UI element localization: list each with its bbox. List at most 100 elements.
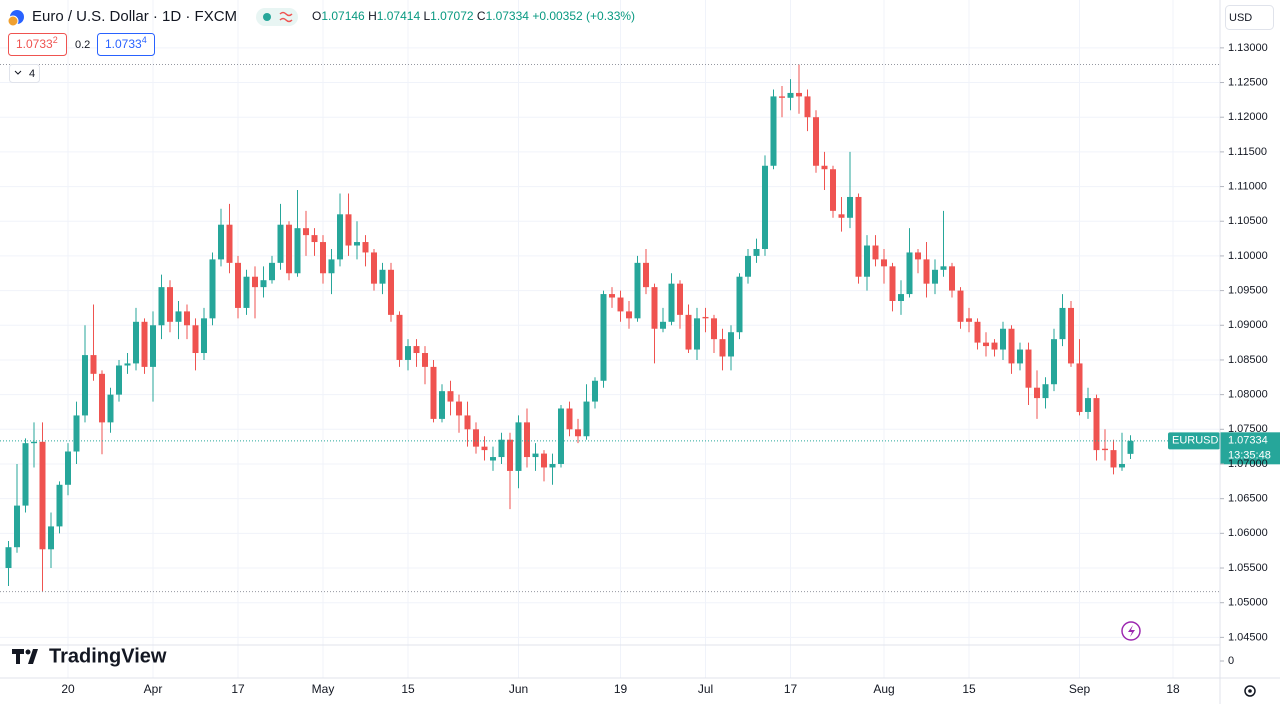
candle-body <box>787 92 794 98</box>
buy-price-pip: 4 <box>142 35 147 45</box>
candle-body <box>558 408 564 464</box>
buy-button[interactable] <box>97 33 155 56</box>
candle-body <box>345 214 352 246</box>
candle-body <box>1102 448 1108 451</box>
x-tick-label: Aug <box>873 682 894 696</box>
candle-body <box>65 451 71 485</box>
candle-body <box>413 346 420 354</box>
candle-body <box>634 262 641 319</box>
candle-body <box>184 311 190 326</box>
x-tick-label: Apr <box>144 682 163 696</box>
candle-body <box>770 96 777 166</box>
candle-body <box>243 276 250 308</box>
candle-body <box>371 252 377 284</box>
y-tick-label: 1.11000 <box>1228 180 1267 192</box>
candle-body <box>966 318 972 322</box>
candle-body <box>940 266 947 270</box>
y-tick-label: 1.05000 <box>1228 597 1268 609</box>
candle-body <box>14 505 20 548</box>
buy-price: 1.07334 <box>105 35 147 51</box>
candle-body <box>983 342 989 347</box>
candle-body <box>617 297 624 312</box>
candle-body <box>192 325 199 354</box>
candle-body <box>1127 440 1134 454</box>
candle-body <box>473 429 479 447</box>
candle-body <box>991 342 998 350</box>
candle-body <box>277 224 284 263</box>
candle-body <box>226 224 233 263</box>
candle-body <box>889 266 896 301</box>
candle-body <box>150 325 156 367</box>
sell-button[interactable] <box>8 33 67 56</box>
currency: USD <box>1229 12 1252 24</box>
candle-body <box>1034 387 1040 399</box>
symbol-label: EURUSD <box>1172 435 1219 447</box>
candle-body <box>354 242 360 246</box>
candle-body <box>524 422 530 458</box>
candle-body <box>609 294 615 298</box>
candle-body <box>906 252 913 295</box>
candle-body <box>600 294 607 381</box>
indicators-count: 4 <box>29 68 35 80</box>
candle-body <box>379 269 386 284</box>
candle-body <box>753 248 760 256</box>
candle-body <box>660 321 666 329</box>
events-icon-bolt <box>1128 625 1135 637</box>
status-icon <box>279 11 293 23</box>
candle-body <box>728 332 734 357</box>
candle-body <box>779 96 785 98</box>
candle-body <box>430 366 437 419</box>
candle-body <box>311 235 318 243</box>
candle-body <box>974 321 981 343</box>
candle-body <box>107 394 114 423</box>
y-tick-label: 0 <box>1228 655 1234 667</box>
candle-body <box>99 373 105 423</box>
candle-body <box>1110 450 1117 468</box>
ohlc-value: 1.07414 <box>377 9 421 23</box>
candle-body <box>218 224 224 260</box>
countdown: 13:35:48 <box>1228 450 1271 462</box>
candle-body <box>949 266 955 291</box>
candle-body <box>1000 328 1006 350</box>
candle-body <box>1076 363 1083 412</box>
symbol-icon <box>7 15 19 27</box>
symbol-label-bg <box>1168 432 1220 450</box>
ohlc-prefix: H <box>368 9 377 23</box>
candle-body <box>464 415 471 430</box>
candle-body <box>320 242 326 274</box>
brand: TradingView <box>49 645 167 667</box>
candle-body <box>813 117 819 166</box>
candle-body <box>498 439 505 458</box>
x-tick-label: 20 <box>61 682 75 696</box>
symbol-title[interactable]: Euro / U.S. Dollar · 1D · FXCM <box>32 8 237 25</box>
indicators-toggle[interactable] <box>9 64 40 83</box>
candle-body <box>294 228 301 274</box>
candle-body <box>915 252 921 260</box>
candle-body <box>932 269 938 284</box>
market-status[interactable] <box>256 8 298 26</box>
currency-button[interactable] <box>1225 5 1274 30</box>
chevron <box>14 70 22 75</box>
settings-icon[interactable] <box>1244 685 1256 697</box>
candle-body <box>821 165 828 170</box>
candle-body <box>362 242 369 253</box>
x-tick-label: Jul <box>698 682 713 696</box>
candle-body <box>1119 463 1125 468</box>
ohlc-legend: O1.07146 H1.07414 L1.07072 C1.07334 +0.0… <box>312 9 635 23</box>
candle-body <box>22 443 29 506</box>
candle-body <box>855 196 862 277</box>
candle-body <box>1017 349 1023 364</box>
candle-body <box>209 259 216 319</box>
y-tick-label: 1.05500 <box>1228 562 1268 574</box>
last-price-bg <box>1220 432 1280 465</box>
candle-body <box>643 262 649 288</box>
y-tick-label: 1.08000 <box>1228 389 1268 401</box>
candle-body <box>39 441 46 550</box>
candle-body <box>422 353 428 367</box>
candle-body <box>549 463 556 468</box>
candle-body <box>1059 307 1066 340</box>
ohlc-prefix: O <box>312 9 321 23</box>
ohlc-prefix: L <box>423 9 430 23</box>
candle-body <box>328 259 335 274</box>
y-tick-label: 1.11500 <box>1228 146 1267 158</box>
